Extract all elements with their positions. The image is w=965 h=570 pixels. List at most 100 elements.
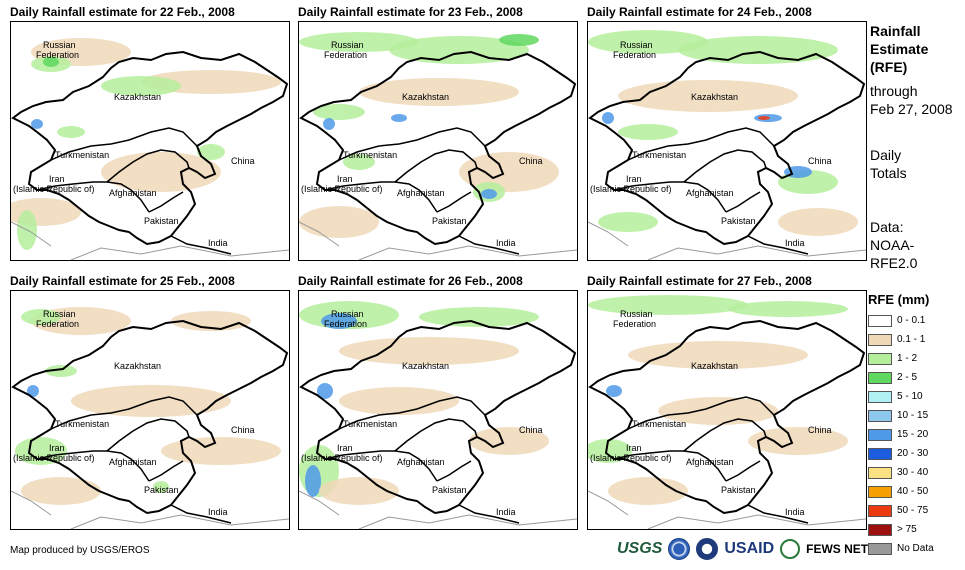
panel-title: Daily Rainfall estimate for 24 Feb., 200… [587,5,812,19]
rfe-title: Rainfall Estimate (RFE) [870,22,928,76]
neighbor-border [299,490,577,529]
country-label: Turkmenistan [343,419,397,429]
rainfall-area [658,397,778,425]
rainfall-area [27,385,39,397]
rainfall-area [313,104,365,120]
panel-title: Daily Rainfall estimate for 25 Feb., 200… [10,274,235,288]
country-border [458,235,520,255]
legend-label: 5 - 10 [897,391,923,402]
legend-item: 5 - 10 [868,387,934,406]
neighbor-border [588,490,866,529]
daily-totals-note: Daily Totals [870,146,907,182]
legend-swatch [868,504,892,517]
country-label: Kazakhstan [114,361,161,371]
through-label: through [870,83,918,99]
rainfall-area [499,34,539,46]
country-label: India [785,507,805,517]
rainfall-area [319,477,399,505]
rainfall-area [598,212,658,232]
country-label: Turkmenistan [632,150,686,160]
country-label: China [808,156,832,166]
rainfall-area [758,116,770,120]
legend-swatch [868,333,892,346]
country-label: Afghanistan [686,457,734,467]
legend-label: > 75 [897,524,917,535]
rfe-title-line2: Estimate [870,41,929,57]
neighbor-border [299,221,577,260]
country-border [747,504,809,524]
country-border [148,460,184,482]
region-outline [11,50,289,246]
legend-label: 20 - 30 [897,448,929,459]
country-border [338,396,486,430]
legend-swatch [868,409,892,422]
legend-item: 20 - 30 [868,444,934,463]
rainfall-area [481,189,497,199]
rainfall-area [678,36,838,64]
legend-item: No Data [868,539,934,558]
rainfall-map: Russian Federation Kazakhstan Turkmenistan C… [587,21,867,261]
country-label: Federation [324,319,367,329]
legend-swatch [868,523,892,536]
country-label: Turkmenistan [343,150,397,160]
country-label: Pakistan [721,216,756,226]
legend-swatch [868,466,892,479]
country-label: China [808,425,832,435]
legend-label: 10 - 15 [897,410,929,421]
legend-label: 30 - 40 [897,467,929,478]
country-label: (Islamic Republic of) [301,453,383,463]
country-label: Pakistan [144,485,179,495]
country-label: Iran [626,443,642,453]
rainfall-area [391,114,407,122]
rainfall-area [588,30,708,54]
region-outline [299,50,577,246]
country-border [458,504,520,524]
country-label: China [231,156,255,166]
rainfall-map: Russian Federation Kazakhstan Turkmenistan C… [587,290,867,530]
country-border [338,127,486,161]
neighbor-border [11,490,289,529]
legend-label: 15 - 20 [897,429,929,440]
legend-swatch [868,390,892,403]
data-line3: RFE2.0 [870,255,918,271]
country-label: India [785,238,805,248]
country-label: Iran [49,174,65,184]
rainfall-area [45,365,77,377]
country-label: Kazakhstan [402,92,449,102]
rainfall-area [602,112,614,124]
rainfall-area [299,206,379,238]
country-label: Afghanistan [397,188,445,198]
fewsnet-logo: FEWS NET [806,542,869,556]
through-value: Feb 27, 2008 [870,101,953,117]
region-outline [11,319,289,515]
legend-item: 15 - 20 [868,425,934,444]
legend-label: 1 - 2 [897,353,918,364]
noaa-logo-icon [668,538,691,560]
legend-item: 0.1 - 1 [868,330,934,349]
rainfall-map: Russian Federation Kazakhstan Turkmenistan C… [10,21,290,261]
country-label: China [519,156,543,166]
country-label: Kazakhstan [114,92,161,102]
legend-swatch [868,314,892,327]
rainfall-area [57,126,85,138]
country-label: India [208,507,228,517]
country-label: Iran [337,443,353,453]
country-border [106,418,190,452]
country-label: India [496,238,516,248]
country-label: Turkmenistan [632,419,686,429]
country-label: Kazakhstan [691,92,738,102]
legend-title: RFE (mm) [868,292,930,307]
country-label: Federation [36,50,79,60]
country-label: Turkmenistan [55,419,109,429]
legend-label: 0 - 0.1 [897,315,926,326]
country-label: Russian [331,309,364,319]
country-label: Kazakhstan [691,361,738,371]
legend-swatch [868,447,892,460]
usgs-logo: USGS [617,540,663,557]
rainfall-area [197,144,225,160]
legend-label: 2 - 5 [897,372,918,383]
rainfall-map: Russian Federation Kazakhstan Turkmenistan C… [10,290,290,530]
panel-title: Daily Rainfall estimate for 26 Feb., 200… [298,274,523,288]
data-source-note: Data: NOAA- RFE2.0 [870,218,917,272]
rfe-title-line1: Rainfall [870,23,921,39]
